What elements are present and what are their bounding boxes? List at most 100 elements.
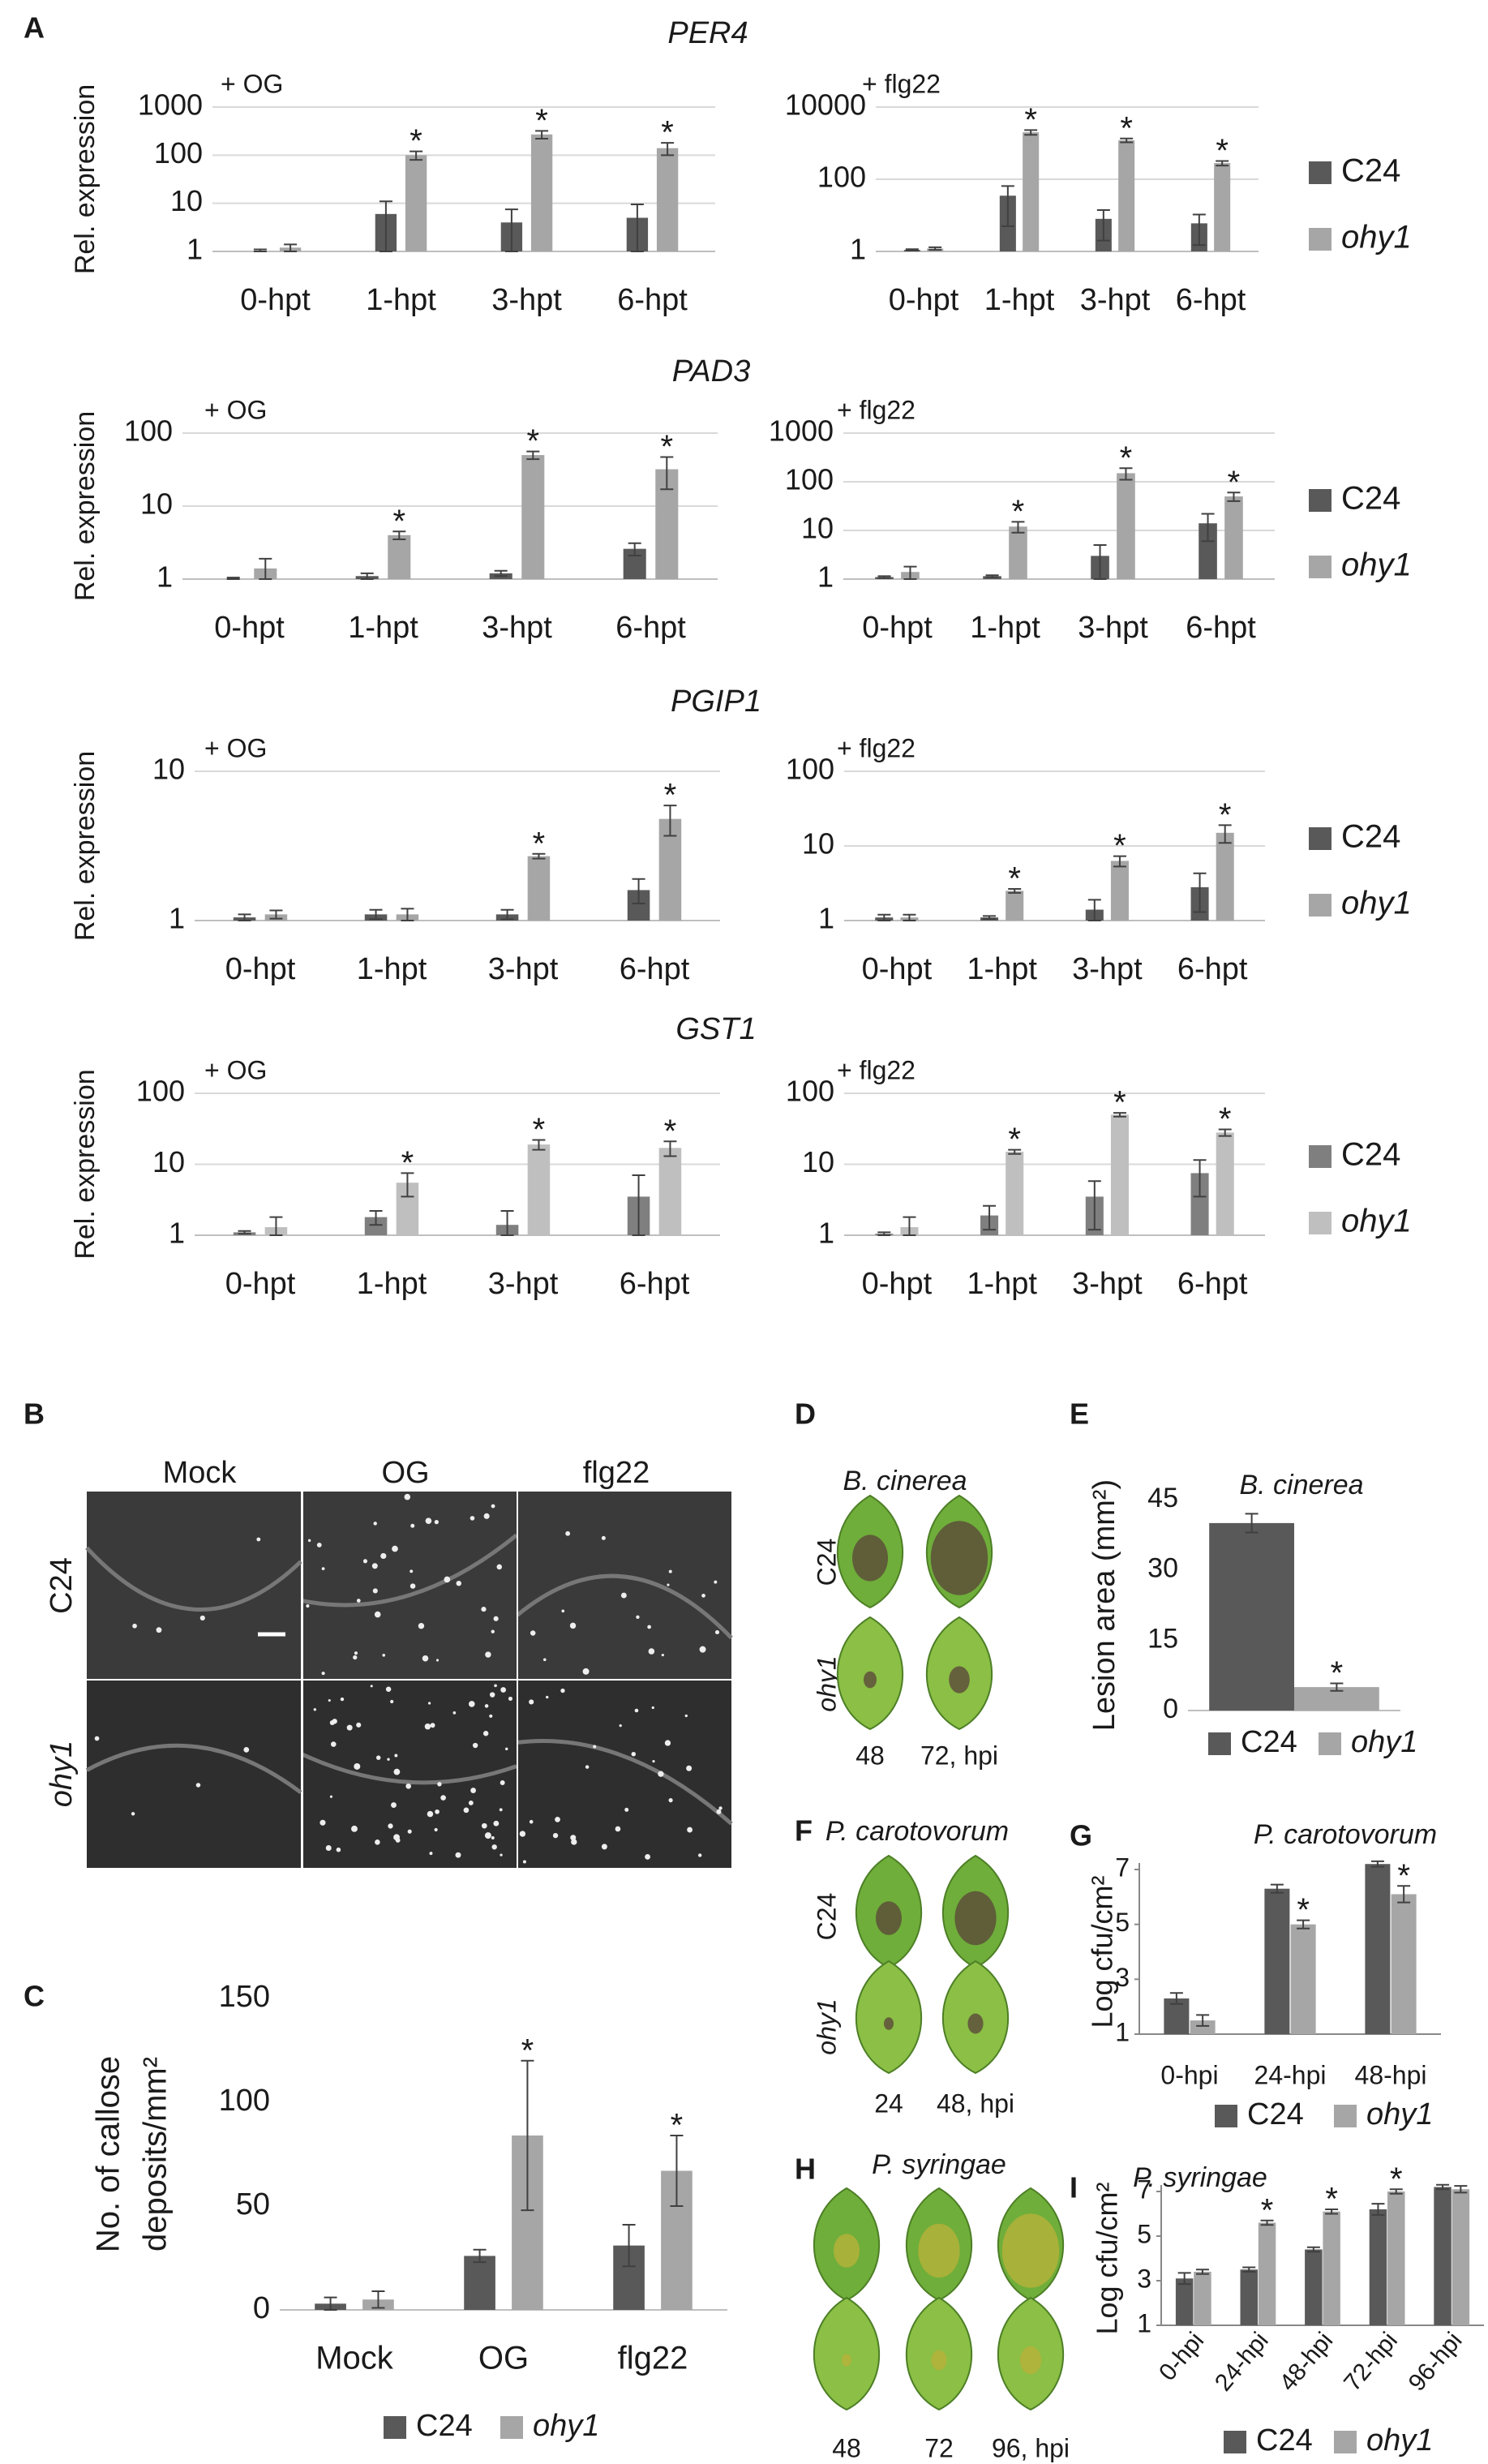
callose-dot: [484, 1704, 489, 1708]
error-bar: [226, 577, 240, 580]
legend-label: ohy1: [1341, 1204, 1412, 1239]
callose-dot: [601, 1535, 606, 1540]
error-bar: [238, 1230, 251, 1235]
x-tick-label: 0-hpt: [889, 283, 959, 317]
row-label: C24: [45, 1557, 79, 1614]
lesion: [852, 1535, 888, 1582]
bar: [405, 155, 427, 251]
bar: [1216, 832, 1234, 921]
callose-dot: [455, 1852, 461, 1858]
error-bar: [1011, 521, 1025, 534]
column-label: Mock: [163, 1456, 238, 1490]
bar: [1209, 1522, 1294, 1711]
callose-dot: [370, 1685, 373, 1688]
lesion: [967, 2013, 984, 2034]
x-tick-label: 1-hpt: [967, 952, 1037, 986]
y-tick-label: 10: [801, 512, 834, 545]
callose-dot: [482, 1731, 489, 1736]
y-tick-label: 10000: [785, 88, 866, 122]
error-bar: [1201, 513, 1215, 543]
y-tick-label: 1: [850, 233, 866, 266]
legend-swatch: [1334, 2105, 1357, 2127]
callose-dot: [131, 1812, 135, 1816]
callose-dot: [552, 1832, 559, 1839]
x-tick-label: 3-hpt: [1080, 283, 1151, 317]
chart-subtitle: + flg22: [862, 69, 941, 98]
callose-dot: [647, 1625, 651, 1629]
callose-dot: [375, 1755, 381, 1760]
significance-mark: *: [671, 2108, 684, 2144]
x-tick-label: Mock: [315, 2341, 394, 2376]
error-bar: [663, 1140, 677, 1157]
error-bar: [630, 203, 644, 252]
callose-dot: [560, 1688, 565, 1693]
callose-dot: [569, 1622, 577, 1629]
callose-dot: [496, 1564, 503, 1570]
significance-mark: *: [1397, 1858, 1410, 1894]
chart-subtitle: + OG: [204, 1055, 267, 1084]
leaf-photo: [836, 1616, 904, 1731]
error-bar: [1454, 2185, 1468, 2194]
callose-dot: [372, 1588, 378, 1594]
legend-label: ohy1: [1366, 2097, 1433, 2131]
error-bar: [284, 243, 298, 252]
bar: [527, 1144, 551, 1235]
callose-dot: [325, 1845, 332, 1852]
micrograph: [302, 1492, 518, 1679]
x-tick-label: 48-hpi: [1355, 2060, 1427, 2089]
y-axis-label: No. of callose: [91, 2056, 127, 2252]
callose-dot: [491, 1504, 495, 1509]
bar: [1175, 2278, 1194, 2325]
bar: [1323, 2211, 1340, 2325]
callose-dot: [391, 1802, 397, 1808]
y-tick-label: 45: [1147, 1483, 1178, 1513]
callose-dot: [132, 1623, 137, 1629]
significance-mark: *: [1008, 861, 1021, 897]
significance-mark: *: [1261, 2192, 1274, 2228]
y-tick-label: 100: [786, 753, 834, 786]
callose-dot: [668, 1798, 673, 1803]
error-bar: [1227, 492, 1241, 502]
error-bar: [632, 1174, 645, 1236]
x-tick-label: 1-hpt: [984, 283, 1055, 317]
x-tick-label: 3-hpt: [488, 1267, 559, 1301]
bar: [1117, 473, 1135, 579]
leaf: [813, 2296, 881, 2411]
error-bar: [521, 2059, 534, 2212]
error-bar: [903, 565, 917, 580]
callose-dot: [340, 1697, 345, 1702]
significance-mark: *: [1297, 1892, 1310, 1928]
callose-dot: [472, 1742, 478, 1749]
x-tick-label: 6-hpt: [620, 952, 690, 986]
x-tick-label: 6-hpt: [617, 283, 688, 317]
error-bar: [905, 248, 919, 252]
x-tick-label: 1-hpt: [348, 611, 418, 645]
significance-mark: *: [1113, 828, 1126, 864]
legend-label: C24: [1341, 481, 1400, 517]
row-label: ohy1: [812, 1655, 841, 1711]
bar: [1023, 132, 1040, 251]
bar: [1224, 496, 1243, 579]
callose-dot: [362, 1559, 368, 1564]
row-label: C24: [812, 1893, 841, 1941]
error-bar: [903, 1216, 916, 1236]
error-bar: [401, 908, 414, 921]
y-tick-label: 100: [785, 463, 834, 496]
legend-label: C24: [1341, 1137, 1400, 1173]
leaf-photo: [941, 1960, 1010, 2075]
legend-label: C24: [416, 2409, 473, 2443]
y-tick-label: 3: [1115, 1963, 1130, 1992]
column-label: flg22: [583, 1456, 650, 1490]
x-tick-label: 3-hpt: [482, 611, 552, 645]
callose-dot: [307, 1539, 311, 1543]
leaf-photo: [813, 2296, 881, 2411]
callose-dot: [470, 1788, 476, 1793]
callose-dot: [463, 1807, 470, 1814]
callose-dot: [651, 1706, 654, 1710]
legend-swatch: [1319, 1732, 1341, 1755]
x-tick-label: 0-hpi: [1154, 2327, 1209, 2385]
error-bar: [1216, 160, 1229, 167]
y-tick-label: 100: [136, 1075, 185, 1108]
y-axis-label: Lesion area (mm²): [1087, 1479, 1121, 1731]
micrograph-bg: [517, 1492, 731, 1679]
